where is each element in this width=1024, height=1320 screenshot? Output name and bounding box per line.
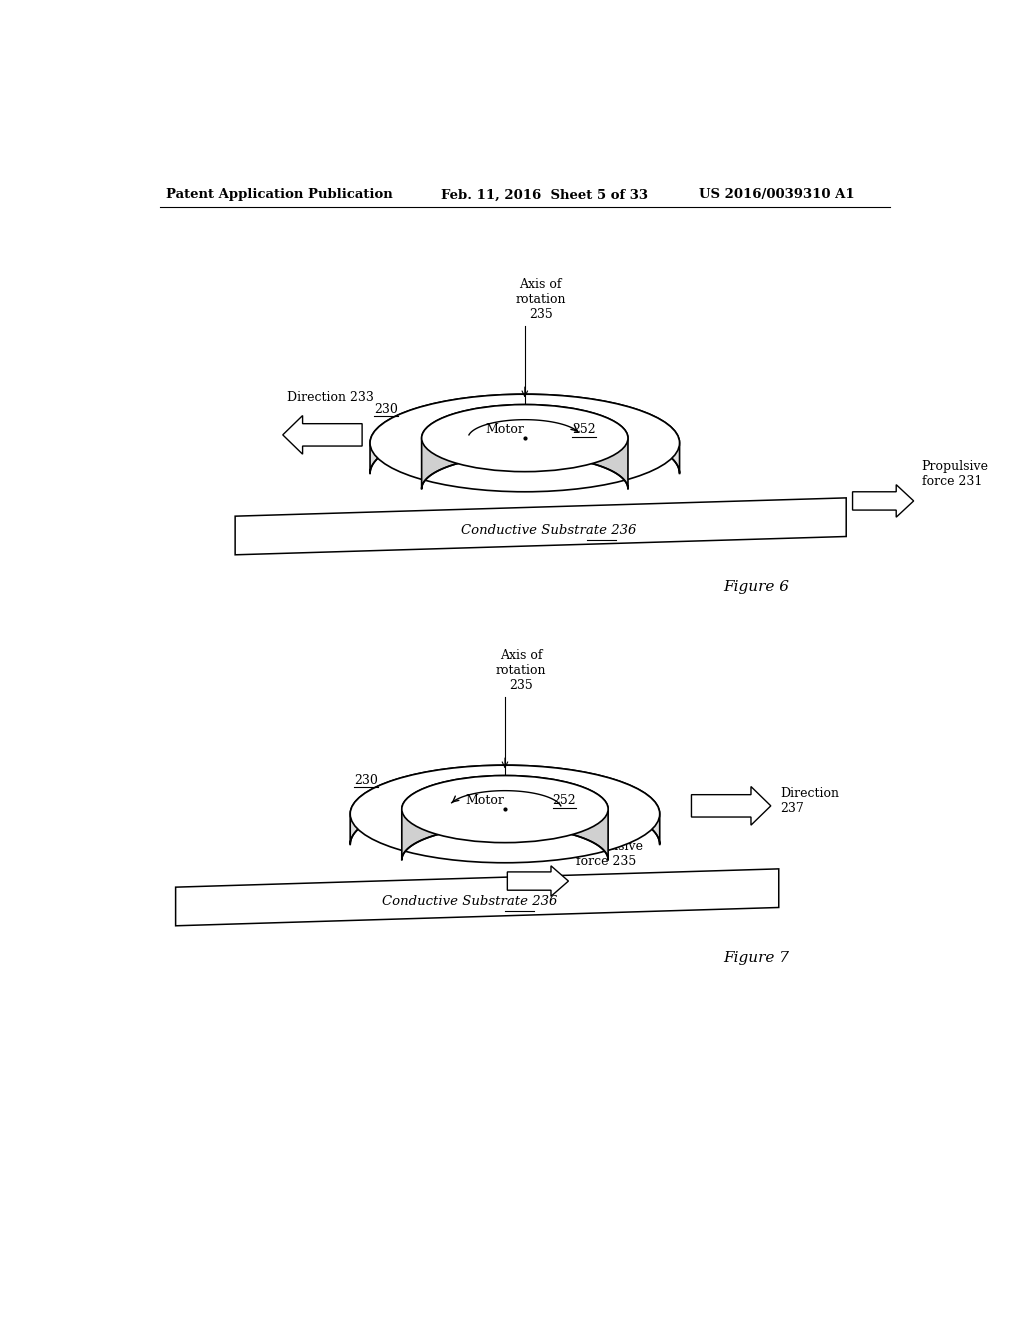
Text: Feb. 11, 2016  Sheet 5 of 33: Feb. 11, 2016 Sheet 5 of 33 [441, 189, 648, 202]
Text: Motor: Motor [466, 795, 505, 808]
Polygon shape [176, 869, 778, 925]
Text: Figure 6: Figure 6 [723, 581, 790, 594]
Text: Conductive Substrate 236: Conductive Substrate 236 [461, 524, 636, 537]
Text: Patent Application Publication: Patent Application Publication [166, 189, 393, 202]
Text: Figure 7: Figure 7 [723, 952, 790, 965]
Text: 230: 230 [374, 403, 398, 416]
Polygon shape [236, 498, 846, 554]
Polygon shape [370, 395, 680, 474]
Ellipse shape [401, 776, 608, 842]
Ellipse shape [370, 395, 680, 492]
Text: 252: 252 [572, 424, 596, 437]
Polygon shape [507, 866, 568, 896]
Polygon shape [691, 787, 771, 825]
Text: 252: 252 [553, 795, 577, 808]
Text: Axis of
rotation
235: Axis of rotation 235 [496, 649, 546, 692]
Text: Direction
237: Direction 237 [780, 787, 840, 814]
Polygon shape [350, 766, 659, 845]
Text: 230: 230 [354, 774, 378, 787]
Polygon shape [422, 404, 628, 488]
Polygon shape [853, 484, 913, 517]
Text: US 2016/0039310 A1: US 2016/0039310 A1 [699, 189, 855, 202]
Ellipse shape [422, 404, 628, 471]
Polygon shape [401, 776, 608, 859]
Text: Conductive Substrate 236: Conductive Substrate 236 [382, 895, 557, 908]
Polygon shape [283, 416, 362, 454]
Ellipse shape [350, 766, 659, 863]
Text: Propulsive
force 235: Propulsive force 235 [577, 840, 643, 867]
Text: Direction 233: Direction 233 [287, 391, 374, 404]
Text: Axis of
rotation
235: Axis of rotation 235 [515, 279, 566, 321]
Text: Propulsive
force 231: Propulsive force 231 [922, 459, 988, 487]
Text: Motor: Motor [485, 424, 524, 437]
